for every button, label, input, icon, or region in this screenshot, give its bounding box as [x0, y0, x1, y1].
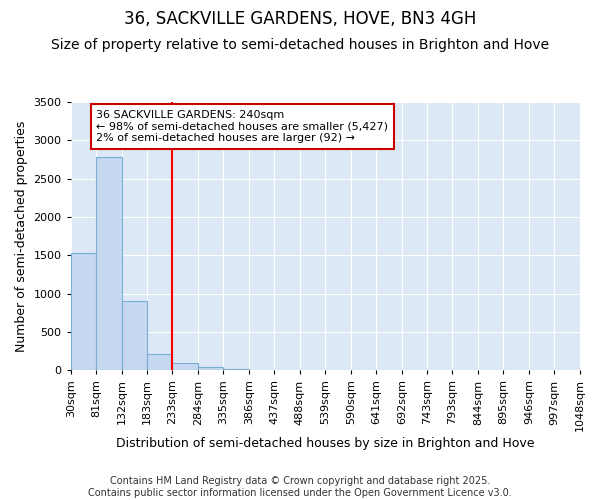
Bar — [122, 300, 147, 370]
Bar — [198, 368, 223, 370]
Bar — [71, 253, 96, 370]
X-axis label: Distribution of semi-detached houses by size in Brighton and Hove: Distribution of semi-detached houses by … — [116, 437, 535, 450]
Text: Contains HM Land Registry data © Crown copyright and database right 2025.
Contai: Contains HM Land Registry data © Crown c… — [88, 476, 512, 498]
Text: 36, SACKVILLE GARDENS, HOVE, BN3 4GH: 36, SACKVILLE GARDENS, HOVE, BN3 4GH — [124, 10, 476, 28]
Y-axis label: Number of semi-detached properties: Number of semi-detached properties — [15, 120, 28, 352]
Bar — [96, 157, 122, 370]
Bar — [223, 369, 249, 370]
Bar — [172, 363, 198, 370]
Text: Size of property relative to semi-detached houses in Brighton and Hove: Size of property relative to semi-detach… — [51, 38, 549, 52]
Bar — [147, 354, 172, 370]
Text: 36 SACKVILLE GARDENS: 240sqm
← 98% of semi-detached houses are smaller (5,427)
2: 36 SACKVILLE GARDENS: 240sqm ← 98% of se… — [96, 110, 388, 144]
